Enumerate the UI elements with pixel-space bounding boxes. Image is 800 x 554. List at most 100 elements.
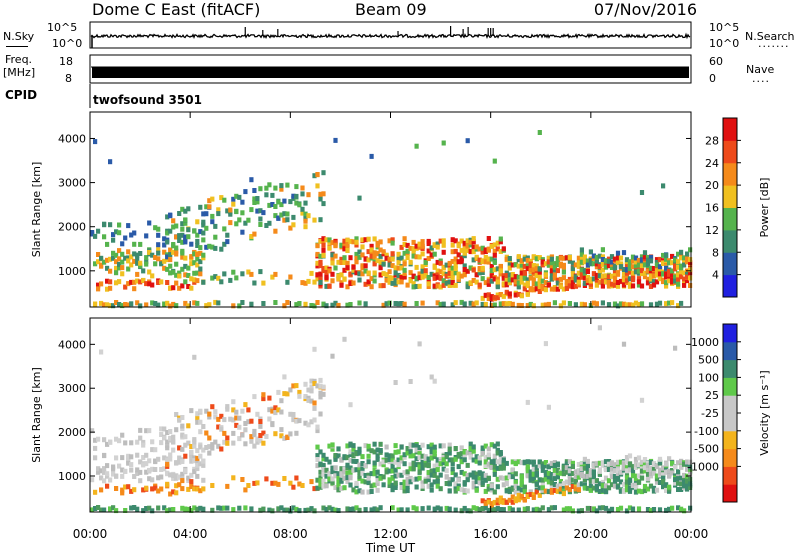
echo-cell [498, 249, 503, 254]
echo-cell [585, 269, 590, 274]
echo-cell [507, 497, 512, 503]
echo-cell [339, 472, 344, 478]
echo-cell [384, 457, 389, 463]
echo-cell [633, 465, 639, 470]
echo-cell [348, 482, 353, 488]
colorbar-segment [723, 430, 737, 450]
echo-cell [384, 301, 389, 307]
echo-cell [375, 453, 380, 459]
echo-cell [318, 481, 323, 487]
echo-cell [162, 249, 167, 255]
echo-cell [651, 466, 657, 472]
echo-cell [321, 201, 326, 207]
echo-cell [522, 489, 527, 495]
echo-cell [519, 258, 524, 264]
echo-cell [105, 257, 110, 263]
echo-cell [624, 475, 630, 481]
echo-cell [495, 450, 500, 456]
echo-cell [336, 476, 341, 481]
echo-cell [540, 505, 545, 511]
echo-cell [402, 242, 407, 247]
echo-cell [417, 341, 422, 347]
echo-cell [540, 463, 545, 469]
echo-cell [183, 453, 188, 459]
echo-cell [528, 267, 533, 273]
echo-cell [630, 258, 636, 264]
echo-cell [564, 485, 569, 491]
echo-cell [147, 476, 152, 482]
echo-cell [522, 484, 527, 490]
echo-cell [540, 482, 545, 488]
echo-cell [459, 469, 464, 475]
echo-cell [609, 273, 615, 279]
echo-cell [456, 274, 461, 280]
echo-cell [195, 243, 200, 248]
echo-cell [402, 454, 407, 460]
echo-cell [486, 452, 491, 458]
echo-cell [676, 487, 681, 492]
echo-cell [378, 475, 383, 481]
echo-cell [279, 427, 284, 433]
echo-cell [639, 397, 645, 403]
echo-cell [486, 296, 491, 301]
echo-cell [189, 479, 194, 485]
echo-cell [288, 387, 293, 393]
echo-cell [573, 486, 578, 492]
echo-cell [204, 244, 209, 250]
echo-cell [267, 220, 272, 226]
echo-cell [387, 468, 392, 474]
echo-cell [489, 268, 494, 273]
echo-cell [657, 271, 663, 277]
echo-cell [183, 279, 188, 285]
echo-cell [351, 446, 356, 452]
echo-cell [312, 405, 317, 411]
echo-cell [468, 239, 473, 245]
echo-cell [676, 251, 681, 257]
echo-cell [525, 277, 530, 283]
echo-cell [501, 301, 506, 307]
echo-cell [543, 463, 548, 469]
echo-cell [579, 259, 584, 265]
echo-cell [267, 416, 272, 422]
echo-cell [670, 253, 675, 259]
echo-cell [114, 259, 119, 265]
echo-cell [606, 461, 612, 467]
echo-cell [570, 266, 575, 272]
echo-cell [183, 255, 188, 261]
colorbar-segment [723, 359, 737, 378]
echo-cell [375, 475, 380, 481]
echo-cell [396, 457, 401, 463]
echo-cell [405, 488, 410, 494]
echo-cell [501, 507, 506, 513]
echo-cell [522, 275, 527, 281]
echo-cell [651, 485, 657, 491]
echo-cell [273, 410, 278, 416]
echo-cell [405, 507, 410, 513]
echo-cell [510, 474, 515, 480]
echo-cell [582, 460, 587, 466]
echo-cell [471, 457, 476, 463]
echo-cell [513, 274, 518, 280]
echo-cell [378, 272, 383, 278]
echo-cell [588, 468, 593, 473]
echo-cell [648, 258, 654, 264]
echo-cell [276, 215, 281, 221]
echo-cell [543, 272, 548, 278]
echo-cell [213, 274, 218, 280]
echo-cell [369, 253, 374, 259]
echo-cell [351, 264, 356, 270]
echo-cell [633, 269, 639, 275]
echo-cell [393, 467, 398, 473]
echo-cell [360, 461, 365, 466]
echo-cell [657, 470, 663, 476]
echo-cell [411, 273, 416, 279]
echo-cell [180, 221, 185, 227]
echo-cell [132, 251, 137, 257]
echo-cell [654, 279, 660, 285]
echo-cell [657, 467, 663, 473]
echo-cell [525, 467, 530, 473]
echo-cell [105, 441, 110, 447]
echo-cell [309, 384, 314, 390]
echo-cell [447, 506, 452, 512]
echo-cell [135, 271, 140, 277]
